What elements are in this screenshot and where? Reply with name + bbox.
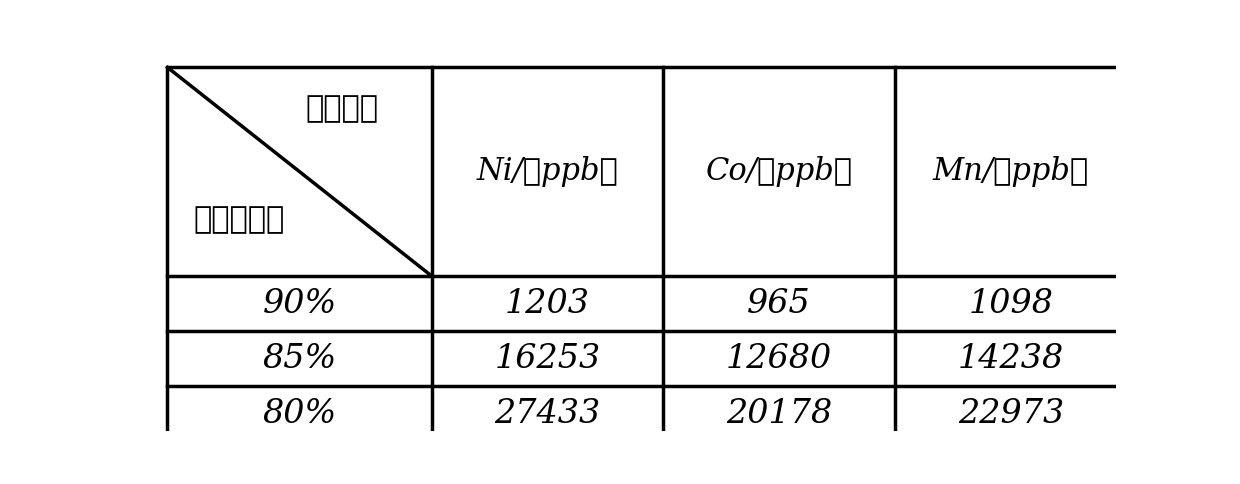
Text: 1098: 1098 [968, 287, 1053, 319]
Text: Ni/（ppb）: Ni/（ppb） [476, 156, 619, 187]
Text: 27433: 27433 [495, 398, 600, 430]
Text: 16253: 16253 [495, 343, 600, 375]
Text: 85%: 85% [263, 343, 337, 375]
Text: 22973: 22973 [957, 398, 1064, 430]
Text: 90%: 90% [263, 287, 337, 319]
Text: 80%: 80% [263, 398, 337, 430]
Text: 965: 965 [748, 287, 811, 319]
Text: 容量保持率: 容量保持率 [193, 205, 284, 234]
Text: 20178: 20178 [727, 398, 832, 430]
Text: 金属含量: 金属含量 [305, 95, 378, 123]
Text: Co/（ppb）: Co/（ppb） [706, 156, 853, 187]
Text: 1203: 1203 [505, 287, 590, 319]
Text: 14238: 14238 [957, 343, 1064, 375]
Text: 12680: 12680 [727, 343, 832, 375]
Text: Mn/（ppb）: Mn/（ppb） [932, 156, 1089, 187]
